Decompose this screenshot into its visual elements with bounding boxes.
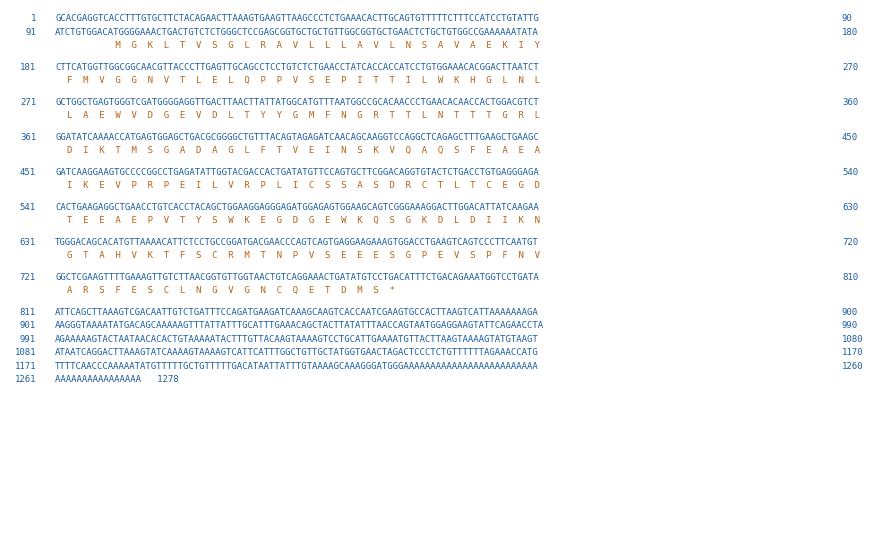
Text: A  R  S  F  E  S  C  L  N  G  V  G  N  C  Q  E  T  D  M  S  *: A R S F E S C L N G V G N C Q E T D M S … (67, 286, 395, 295)
Text: 991: 991 (20, 334, 36, 344)
Text: AAAAAAAAAAAAAAAA   1278: AAAAAAAAAAAAAAAA 1278 (55, 375, 179, 384)
Text: ATCTGTGGACATGGGGAAACTGACTGTCTCTGGGCTCCGAGCGGTGCTGCTGTTGGCGGTGCTGAACTCTGCTGTGGCCG: ATCTGTGGACATGGGGAAACTGACTGTCTCTGGGCTCCGA… (55, 28, 539, 37)
Text: 90: 90 (842, 14, 853, 23)
Text: 540: 540 (842, 168, 858, 177)
Text: I  K  E  V  P  R  P  E  I  L  V  R  P  L  I  C  S  S  A  S  D  R  C  T  L  T  C : I K E V P R P E I L V R P L I C S S A S … (67, 181, 540, 190)
Text: 720: 720 (842, 238, 858, 247)
Text: 631: 631 (20, 238, 36, 247)
Text: 181: 181 (20, 63, 36, 72)
Text: TTTTCAACCCAAAAATATGTTTTTGCTGTTTTTGACATAATTATTTGTAAAAGCAAAGGGATGGGAAAAAAAAAAAAAAA: TTTTCAACCCAAAAATATGTTTTTGCTGTTTTTGACATAA… (55, 362, 539, 371)
Text: ATTCAGCTTAAAGTCGACAATTGTCTGATTTCCAGATGAAGATCAAAGCAAGTCACCAATCGAAGTGCCACTTAAGTCAT: ATTCAGCTTAAAGTCGACAATTGTCTGATTTCCAGATGAA… (55, 308, 539, 317)
Text: 91: 91 (26, 28, 36, 37)
Text: 1170: 1170 (842, 348, 863, 357)
Text: 451: 451 (20, 168, 36, 177)
Text: AAGGGTAAAATATGACAGCAAAAAGTTTATTATTTGCATTTGAAACAGCTACTTATATTTAACCAGTAATGGAGGAAGTA: AAGGGTAAAATATGACAGCAAAAAGTTTATTATTTGCATT… (55, 321, 544, 330)
Text: 1261: 1261 (14, 375, 36, 384)
Text: 271: 271 (20, 98, 36, 107)
Text: 270: 270 (842, 63, 858, 72)
Text: 630: 630 (842, 203, 858, 212)
Text: 1081: 1081 (14, 348, 36, 357)
Text: 361: 361 (20, 132, 36, 142)
Text: F  M  V  G  G  N  V  T  L  E  L  Q  P  P  V  S  E  P  I  T  T  I  L  W  K  H  G : F M V G G N V T L E L Q P P V S E P I T … (67, 76, 540, 85)
Text: 990: 990 (842, 321, 858, 330)
Text: 901: 901 (20, 321, 36, 330)
Text: 450: 450 (842, 132, 858, 142)
Text: AGAAAAAGTACTAATAACACACTGTAAAAATACTTTGTTACAAGTAAAAGTCCTGCATTGAAAATGTTACTTAAGTAAAA: AGAAAAAGTACTAATAACACACTGTAAAAATACTTTGTTA… (55, 334, 539, 344)
Text: 1171: 1171 (14, 362, 36, 371)
Text: GGCTCGAAGTTTTGAAAGTTGTCTTAACGGTGTTGGTAACTGTCAGGAAACTGATATGTCCTGACATTTCTGACAGAAAT: GGCTCGAAGTTTTGAAAGTTGTCTTAACGGTGTTGGTAAC… (55, 273, 539, 282)
Text: 360: 360 (842, 98, 858, 107)
Text: GGATATCAAAACCATGAGTGGAGCTGACGCGGGGCTGTTTACAGTAGAGATCAACAGCAAGGTCCAGGCTCAGAGCTTTG: GGATATCAAAACCATGAGTGGAGCTGACGCGGGGCTGTTT… (55, 132, 539, 142)
Text: 1260: 1260 (842, 362, 863, 371)
Text: CTTCATGGTTGGCGGCAACGTTACCCTTGAGTTGCAGCCTCCTGTCTCTGAACCTATCACCACCATCCTGTGGAAACACG: CTTCATGGTTGGCGGCAACGTTACCCTTGAGTTGCAGCCT… (55, 63, 539, 72)
Text: 541: 541 (20, 203, 36, 212)
Text: L  A  E  W  V  D  G  E  V  D  L  T  Y  Y  G  M  F  N  G  R  T  T  L  N  T  T  T : L A E W V D G E V D L T Y Y G M F N G R … (67, 111, 540, 120)
Text: D  I  K  T  M  S  G  A  D  A  G  L  F  T  V  E  I  N  S  K  V  Q  A  Q  S  F  E : D I K T M S G A D A G L F T V E I N S K … (67, 146, 540, 155)
Text: G  T  A  H  V  K  T  F  S  C  R  M  T  N  P  V  S  E  E  E  S  G  P  E  V  S  P : G T A H V K T F S C R M T N P V S E E E … (67, 251, 540, 260)
Text: 1080: 1080 (842, 334, 863, 344)
Text: GATCAAGGAAGTGCCCCGGCCTGAGATATTGGTACGACCACTGATATGTTCCAGTGCTTCGGACAGGTGTACTCTGACCT: GATCAAGGAAGTGCCCCGGCCTGAGATATTGGTACGACCA… (55, 168, 539, 177)
Text: 180: 180 (842, 28, 858, 37)
Text: 810: 810 (842, 273, 858, 282)
Text: M  G  K  L  T  V  S  G  L  R  A  V  L  L  L  A  V  L  N  S  A  V  A  E  K  I  Y: M G K L T V S G L R A V L L L A V L N S … (67, 41, 540, 50)
Text: TGGGACAGCACATGTTAAAACATTCTCCTGCCGGATGACGAACCCAGTCAGTGAGGAAGAAAGTGGACCTGAAGTCAGTC: TGGGACAGCACATGTTAAAACATTCTCCTGCCGGATGACG… (55, 238, 539, 247)
Text: 721: 721 (20, 273, 36, 282)
Text: GCACGAGGTCACCTTTGTGCTTCTACAGAACTTAAAGTGAAGTTAAGCCCTCTGAAACACTTGCAGTGTTTTTCTTTCCA: GCACGAGGTCACCTTTGTGCTTCTACAGAACTTAAAGTGA… (55, 14, 539, 23)
Text: 900: 900 (842, 308, 858, 317)
Text: GCTGGCTGAGTGGGTCGATGGGGAGGTTGACTTAACTTATTATGGCATGTTTAATGGCCGCACAACCCTGAACACAACCA: GCTGGCTGAGTGGGTCGATGGGGAGGTTGACTTAACTTAT… (55, 98, 539, 107)
Text: T  E  E  A  E  P  V  T  Y  S  W  K  E  G  D  G  E  W  K  Q  S  G  K  D  L  D  I : T E E A E P V T Y S W K E G D G E W K Q … (67, 216, 540, 225)
Text: CACTGAAGAGGCTGAACCTGTCACCTACAGCTGGAAGGAGGGAGATGGAGAGTGGAAGCAGTCGGGAAAGGACTTGGACA: CACTGAAGAGGCTGAACCTGTCACCTACAGCTGGAAGGAG… (55, 203, 539, 212)
Text: ATAATCAGGACTTAAAGTATCAAAAGTAAAAGTCATTCATTTGGCTGTTGCTATGGTGAACTAGACTCCCTCTGTTTTTT: ATAATCAGGACTTAAAGTATCAAAAGTAAAAGTCATTCAT… (55, 348, 539, 357)
Text: 811: 811 (20, 308, 36, 317)
Text: 1: 1 (31, 14, 36, 23)
